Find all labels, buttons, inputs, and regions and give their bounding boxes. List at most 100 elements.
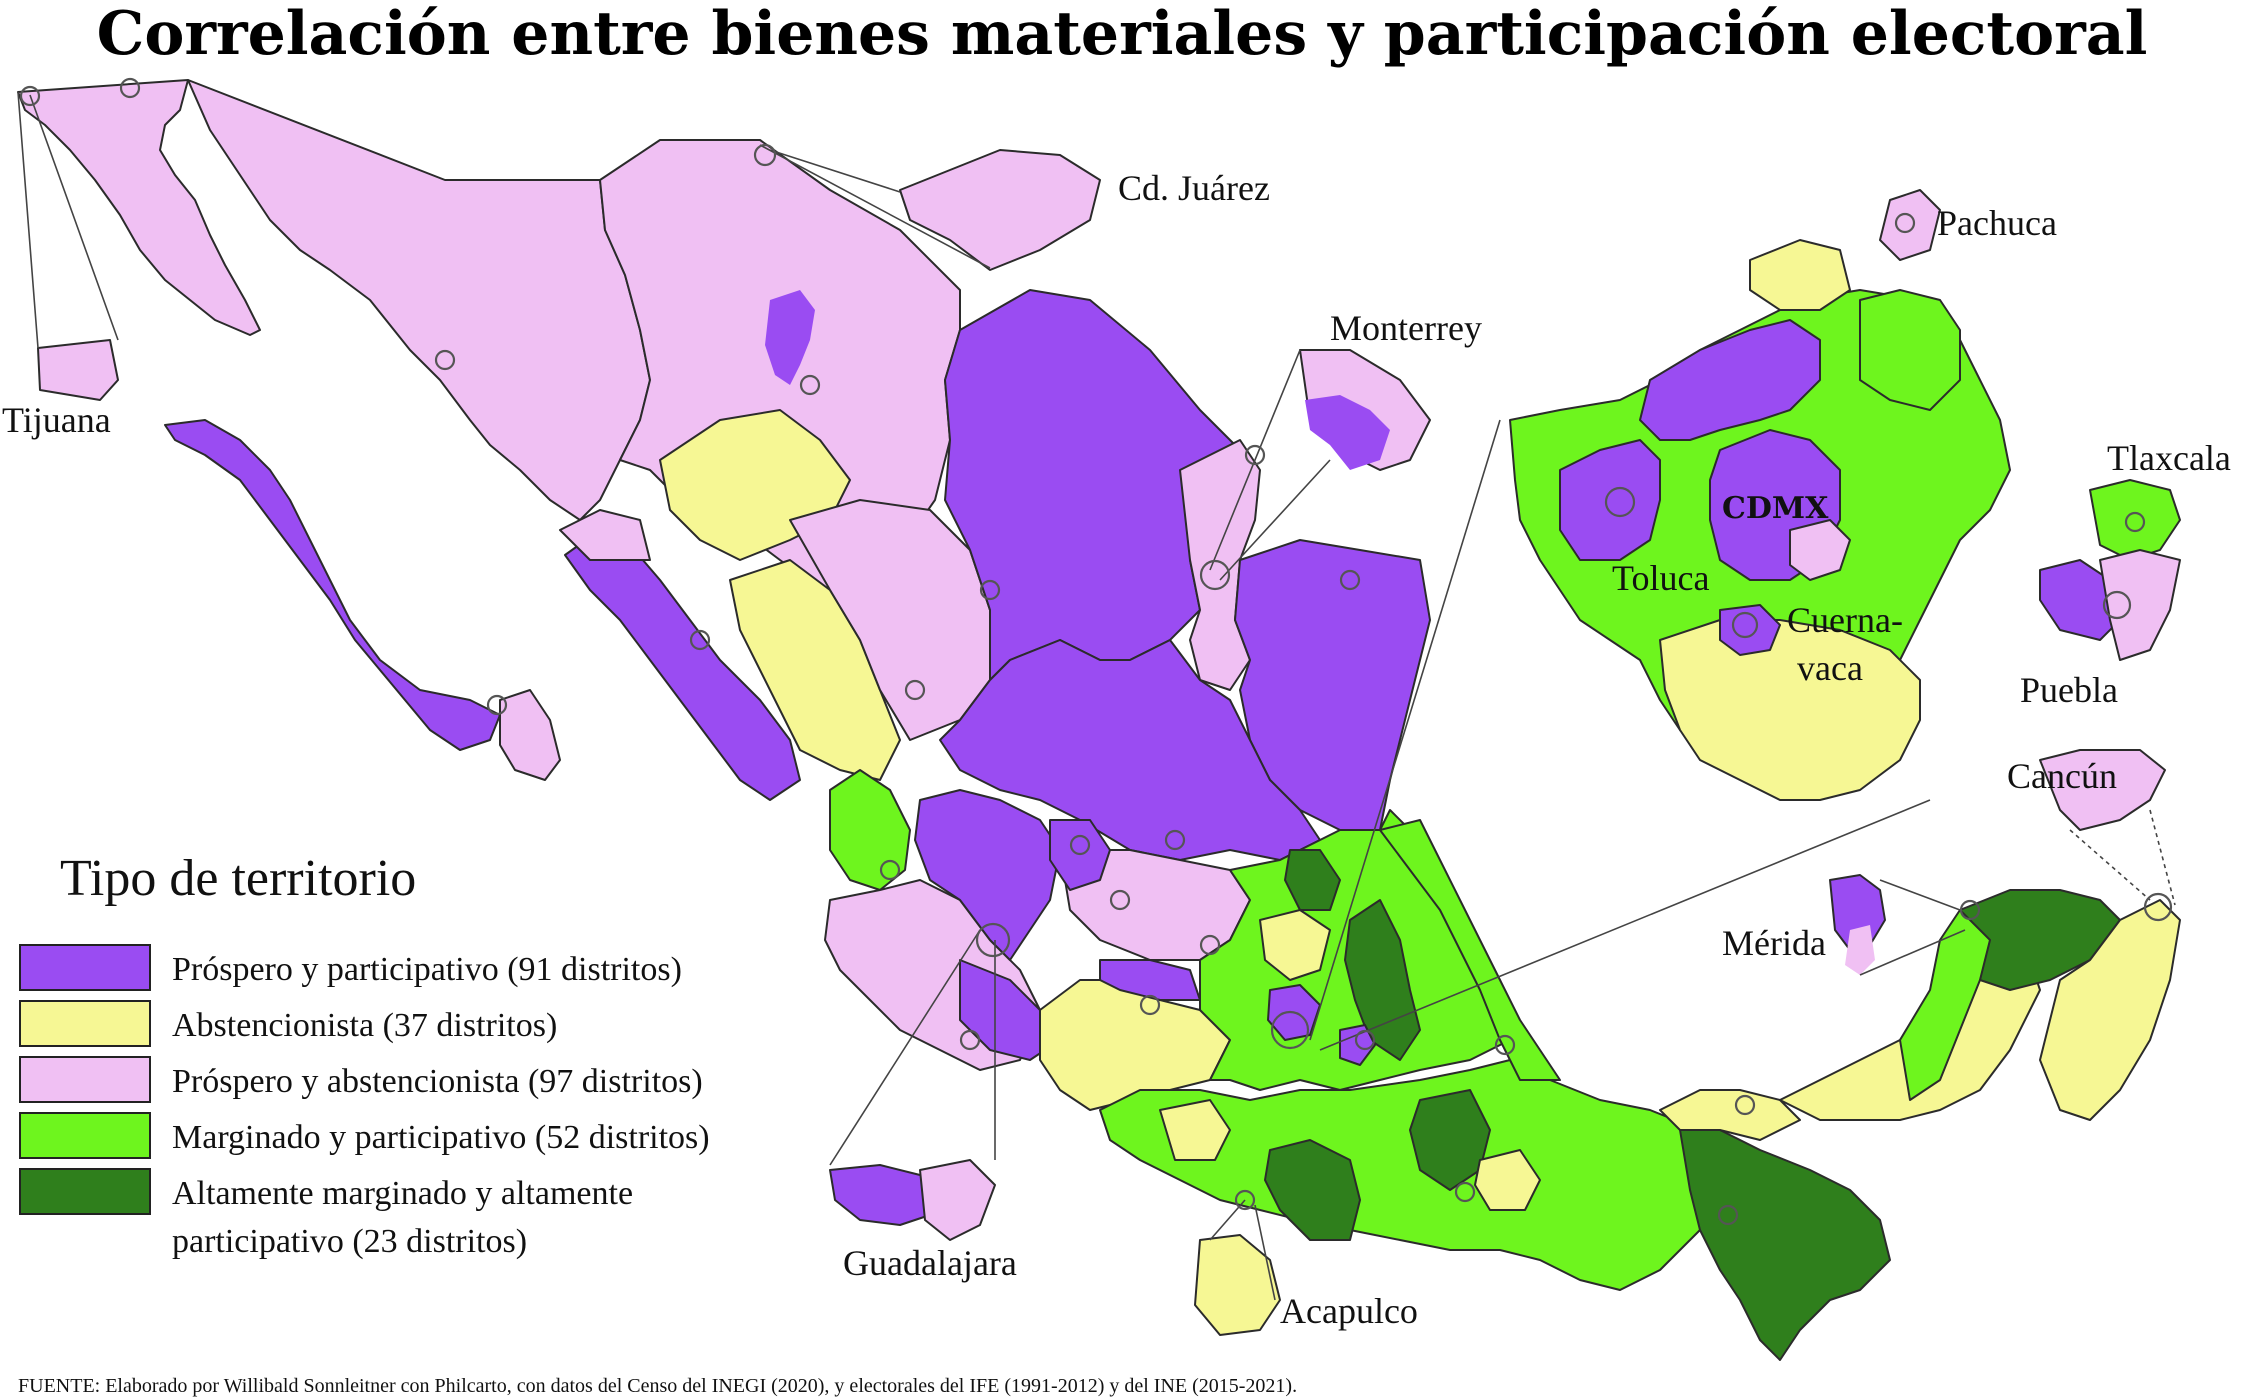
legend-swatch [19, 1112, 151, 1159]
inset-tlaxcala [2089, 479, 2181, 561]
inset-tijuana [17, 91, 119, 401]
label-cuernavaca-2: vaca [1797, 648, 1863, 688]
inset-cd-juarez-shape [899, 149, 1101, 271]
label-cdmx: CDMX [1722, 491, 1829, 526]
marker-slp [1164, 829, 1186, 851]
inset-merida-pink [1845, 925, 1875, 975]
marker-la-paz [486, 694, 508, 716]
marker-pachuca [1894, 212, 1916, 234]
legend-swatch [19, 944, 151, 991]
marker-colima [959, 1029, 981, 1051]
marker-guadalajara [975, 922, 1011, 958]
inset-monterrey-metro [1305, 395, 1390, 470]
marker-culiacan [689, 629, 711, 651]
region-guerrero-oaxaca-green [1099, 1059, 1751, 1291]
marker-torreon [979, 579, 1001, 601]
region-oaxaca-yellow [1474, 1149, 1541, 1211]
marker-nuevo-laredo [1244, 444, 1266, 466]
inset-central-mexico [1309, 189, 2181, 1051]
inset-acapulco-shape [1194, 1234, 1281, 1336]
legend-heading: Tipo de territorio [60, 850, 416, 907]
marker-puebla [1354, 1029, 1376, 1051]
label-puebla: Puebla [2020, 670, 2118, 710]
marker-oaxaca [1454, 1181, 1476, 1203]
inset-merida [1829, 874, 1966, 976]
main-map [17, 79, 2181, 1361]
marker-durango [904, 679, 926, 701]
inset-north-yellow [1749, 239, 1851, 311]
leader-line [1219, 459, 1331, 581]
region-chiapas-dark [1679, 1129, 1891, 1361]
legend-swatch [19, 1056, 151, 1103]
legend-label: Marginado y participativo (52 distritos) [172, 1119, 710, 1156]
marker-reynosa [1339, 569, 1361, 591]
region-sinaloa [564, 529, 801, 801]
city-labels: Tijuana Cd. Juárez Monterrey Pachuca Tla… [2, 168, 2231, 1331]
marker-cd-juarez [753, 143, 777, 167]
inset-cancun-shape [2039, 749, 2166, 831]
label-monterrey: Monterrey [1330, 308, 1482, 348]
inset-acapulco [1194, 1199, 1281, 1336]
marker-cdmx [1270, 1010, 1310, 1050]
region-sinaloa-north [559, 509, 651, 561]
marker-toluca [1604, 486, 1636, 518]
leader-line [1319, 799, 1931, 1051]
region-guadalajara-metro [914, 789, 1061, 961]
label-guadalajara: Guadalajara [843, 1243, 1017, 1283]
leader-line [1309, 419, 1501, 1041]
marker-hermosillo [434, 349, 456, 371]
marker-monterrey [1199, 559, 1231, 591]
label-tijuana: Tijuana [2, 400, 111, 440]
leader-line [769, 149, 901, 193]
inset-puebla-pink [2099, 549, 2181, 661]
marker-leon [1109, 889, 1131, 911]
label-merida: Mérida [1722, 923, 1826, 963]
region-huasteca-dark [1284, 849, 1341, 911]
inset-tijuana-shape [37, 339, 119, 401]
legend-label: Abstencionista (37 distritos) [172, 1007, 557, 1044]
inset-pachuca [1879, 189, 1941, 261]
legend-item: Próspero y abstencionista (97 distritos) [19, 1056, 703, 1103]
marker-villahermosa [1734, 1094, 1756, 1116]
inset-merida-shape [1829, 874, 1886, 951]
leader-line [759, 144, 991, 269]
region-center-yellow [1259, 909, 1331, 981]
legend: Tipo de territorio Próspero y participat… [19, 850, 710, 1260]
leader-line [1209, 349, 1301, 571]
leader-line [1859, 929, 1966, 976]
inset-puebla-purple [2039, 559, 2121, 641]
marker-tepic [879, 859, 901, 881]
inset-hidalgo-green [1859, 289, 1961, 411]
legend-label-line2: participativo (23 distritos) [172, 1223, 527, 1260]
inset-cd-juarez [759, 144, 1101, 271]
leader-line [829, 929, 981, 1166]
marker-morelia [1139, 994, 1161, 1016]
marker-aguascalientes [1069, 834, 1091, 856]
inset-cancun [2039, 749, 2176, 906]
inset-edomex-north [1639, 319, 1821, 441]
label-tlaxcala: Tlaxcala [2107, 438, 2231, 478]
city-markers [19, 77, 2173, 1226]
label-cuernavaca-1: Cuerna- [1787, 600, 1903, 640]
marker-cancun [2143, 892, 2173, 922]
region-oaxaca-dark [1409, 1089, 1491, 1191]
inset-guadalajara-pink [919, 1159, 996, 1241]
inset-toluca [1559, 439, 1661, 561]
region-michoacan-purple [1099, 959, 1201, 1001]
marker-merida [1959, 899, 1981, 921]
inset-monterrey [1209, 349, 1431, 581]
region-baja-california-sur [164, 419, 501, 751]
region-baja-california [17, 79, 261, 336]
legend-swatch [19, 1168, 151, 1215]
region-quintana-roo [2039, 899, 2181, 1121]
legend-label: Próspero y abstencionista (97 distritos) [172, 1063, 703, 1100]
leader-line [2069, 829, 2151, 901]
inset-guadalajara [829, 929, 996, 1241]
marker-puebla-inset [2102, 590, 2132, 620]
region-guerrero-yellow [1159, 1099, 1231, 1161]
legend-label: Altamente marginado y altamente [172, 1175, 633, 1212]
region-guerrero-dark [1264, 1139, 1361, 1241]
region-veracruz [1379, 819, 1561, 1081]
